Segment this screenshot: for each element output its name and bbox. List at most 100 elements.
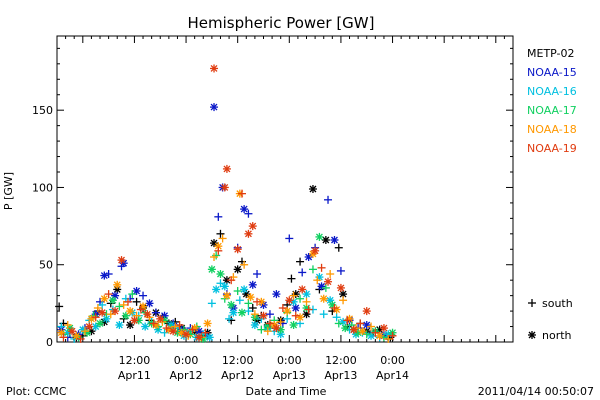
- north-point: [130, 316, 139, 325]
- north-point: [203, 319, 212, 328]
- north-point: [244, 229, 253, 238]
- south-point: [276, 317, 285, 326]
- south-point: [244, 209, 253, 218]
- south-point: [160, 328, 169, 337]
- south-point: [76, 334, 85, 343]
- south-point: [93, 304, 102, 312]
- legend-entry-noaa-18: NOAA-18: [527, 123, 577, 136]
- south-point: [265, 310, 274, 319]
- north-point: [298, 285, 307, 294]
- north-point: [229, 308, 238, 317]
- north-point: [132, 287, 141, 295]
- x-tick-label-date: Apr11: [118, 369, 151, 382]
- south-point: [128, 290, 137, 299]
- south-point: [104, 290, 113, 299]
- south-point: [296, 294, 305, 303]
- y-axis: 0 50 100 150: [32, 47, 513, 349]
- north-point: [85, 322, 94, 331]
- south-point: [104, 270, 113, 278]
- south-point: [384, 334, 393, 343]
- marker-legend-north: north: [528, 329, 572, 342]
- north-point: [324, 277, 333, 286]
- north-point: [207, 265, 216, 274]
- north-point: [272, 324, 281, 333]
- north-point: [283, 307, 292, 316]
- x-tick-label-time: 12:00: [222, 354, 254, 367]
- south-point: [334, 319, 343, 328]
- y-tick-label: 0: [46, 336, 53, 349]
- north-point: [96, 319, 105, 328]
- south-point: [324, 195, 333, 204]
- south-point: [162, 324, 171, 333]
- legend-entry-noaa-16: NOAA-16: [527, 85, 577, 98]
- south-point: [151, 308, 160, 317]
- south-point: [139, 291, 148, 300]
- north-point: [194, 333, 203, 342]
- south-point: [253, 297, 262, 306]
- south-point: [210, 253, 219, 261]
- south-point: [132, 297, 141, 306]
- south-point: [123, 297, 132, 306]
- south-point: [175, 321, 184, 329]
- north-point: [68, 327, 77, 336]
- x-tick-label-time: 12:00: [325, 354, 357, 367]
- south-point: [291, 311, 300, 320]
- north-point: [375, 331, 384, 340]
- south-point: [233, 287, 242, 295]
- north-point: [227, 300, 236, 309]
- north-point: [341, 324, 350, 333]
- x-tick-label-time: 0:00: [174, 354, 199, 367]
- marker-legend-label: south: [542, 297, 573, 310]
- north-point: [315, 232, 324, 241]
- y-tick-label: 150: [32, 104, 53, 117]
- south-point: [115, 302, 124, 311]
- chart-title: Hemispheric Power [GW]: [188, 14, 375, 32]
- north-point: [285, 296, 294, 305]
- north-point: [115, 321, 124, 329]
- south-point: [326, 270, 335, 278]
- south-point: [216, 279, 225, 288]
- north-point: [349, 325, 358, 334]
- north-point: [259, 311, 268, 320]
- series-noaa-18: [57, 189, 393, 343]
- north-point: [362, 321, 371, 329]
- north-point: [169, 327, 178, 336]
- north-point: [126, 307, 135, 316]
- south-point: [336, 266, 345, 275]
- south-point: [201, 328, 210, 337]
- south-point: [188, 325, 197, 334]
- north-point: [321, 236, 330, 244]
- north-point: [250, 321, 259, 329]
- north-point: [358, 327, 367, 336]
- north-point: [87, 314, 96, 323]
- series-noaa-16: [57, 273, 393, 343]
- north-point: [108, 296, 117, 305]
- south-point: [285, 234, 294, 243]
- north-point: [272, 290, 281, 299]
- south-point: [319, 310, 328, 319]
- south-point: [244, 299, 253, 308]
- south-point: [371, 328, 380, 337]
- north-point: [143, 310, 152, 319]
- north-point: [289, 321, 298, 329]
- south-point: [362, 330, 371, 339]
- legend-entry-metp-02: METP-02: [527, 47, 575, 60]
- north-point: [222, 164, 231, 173]
- north-point: [100, 294, 109, 303]
- north-point: [296, 313, 305, 322]
- south-point: [289, 291, 298, 300]
- north-point: [210, 239, 219, 248]
- north-point: [379, 324, 388, 333]
- north-point: [336, 283, 345, 292]
- x-tick-label-date: Apr14: [376, 369, 409, 382]
- north-point: [308, 185, 317, 193]
- series-noaa-19: [59, 64, 397, 343]
- north-point: [220, 282, 229, 291]
- south-point: [149, 319, 158, 328]
- south-point: [343, 316, 352, 325]
- x-axis-label: Date and Time: [246, 385, 327, 398]
- north-point: [182, 330, 191, 339]
- north-point: [319, 294, 328, 303]
- south-point: [356, 319, 365, 328]
- x-tick-label-time: 0:00: [380, 354, 405, 367]
